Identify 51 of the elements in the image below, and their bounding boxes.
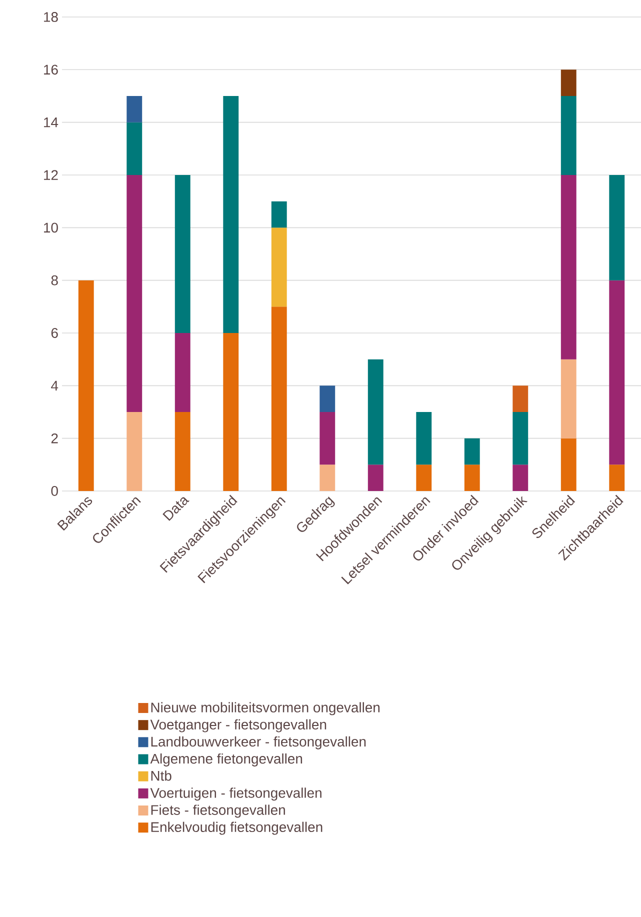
bar [560,359,576,438]
legend-label: Enkelvoudig fietsongevallen [151,822,322,835]
bar [464,438,480,465]
y-tick-label: 10 [44,222,58,233]
y-tick-label: 8 [51,275,58,286]
bar [464,464,480,491]
bar [416,412,432,465]
legend-label: Ntb [151,770,172,781]
bar [174,174,190,333]
legend-label: Voetganger - fietsongevallen [150,719,326,732]
bar [320,386,336,412]
legend-label: Algemene fietongevallen [150,753,302,766]
bar [609,280,625,465]
bar [126,96,142,122]
bar [271,306,287,491]
bar [416,464,432,491]
bar [174,332,190,412]
legend-label: Nieuwe mobiliteitsvormen ongevallen [151,702,380,716]
bar [78,280,94,491]
bar [223,332,239,491]
bar [609,174,625,280]
bar [512,464,528,491]
bar [560,174,576,360]
bar [126,174,142,412]
y-tick-label: 12 [44,170,58,180]
y-tick-label: 0 [51,486,58,496]
bar [223,96,239,333]
y-tick-label: 6 [51,328,58,338]
bar [320,412,336,465]
bar [368,359,384,465]
legend-label: Fiets - fietsongevallen [151,804,285,818]
bar [560,70,576,96]
bar [271,201,287,228]
bar [271,228,287,307]
bar [609,464,625,491]
y-tick-label: 16 [44,64,58,75]
bar [512,386,528,412]
bar [560,96,576,175]
bar [174,412,190,491]
legend-label: Voertuigen - fietsongevallen [150,788,322,801]
y-tick-label: 18 [44,12,58,22]
y-tick-label: 4 [51,380,58,390]
bar [560,438,576,491]
y-tick-label: 2 [51,433,58,444]
bar [368,464,384,491]
bar [126,412,142,491]
bar [512,412,528,465]
legend-label: Landbouwverkeer - fietsongevallen [151,736,366,750]
bar [126,122,142,175]
y-tick-label: 14 [44,118,58,128]
bar [320,464,336,491]
